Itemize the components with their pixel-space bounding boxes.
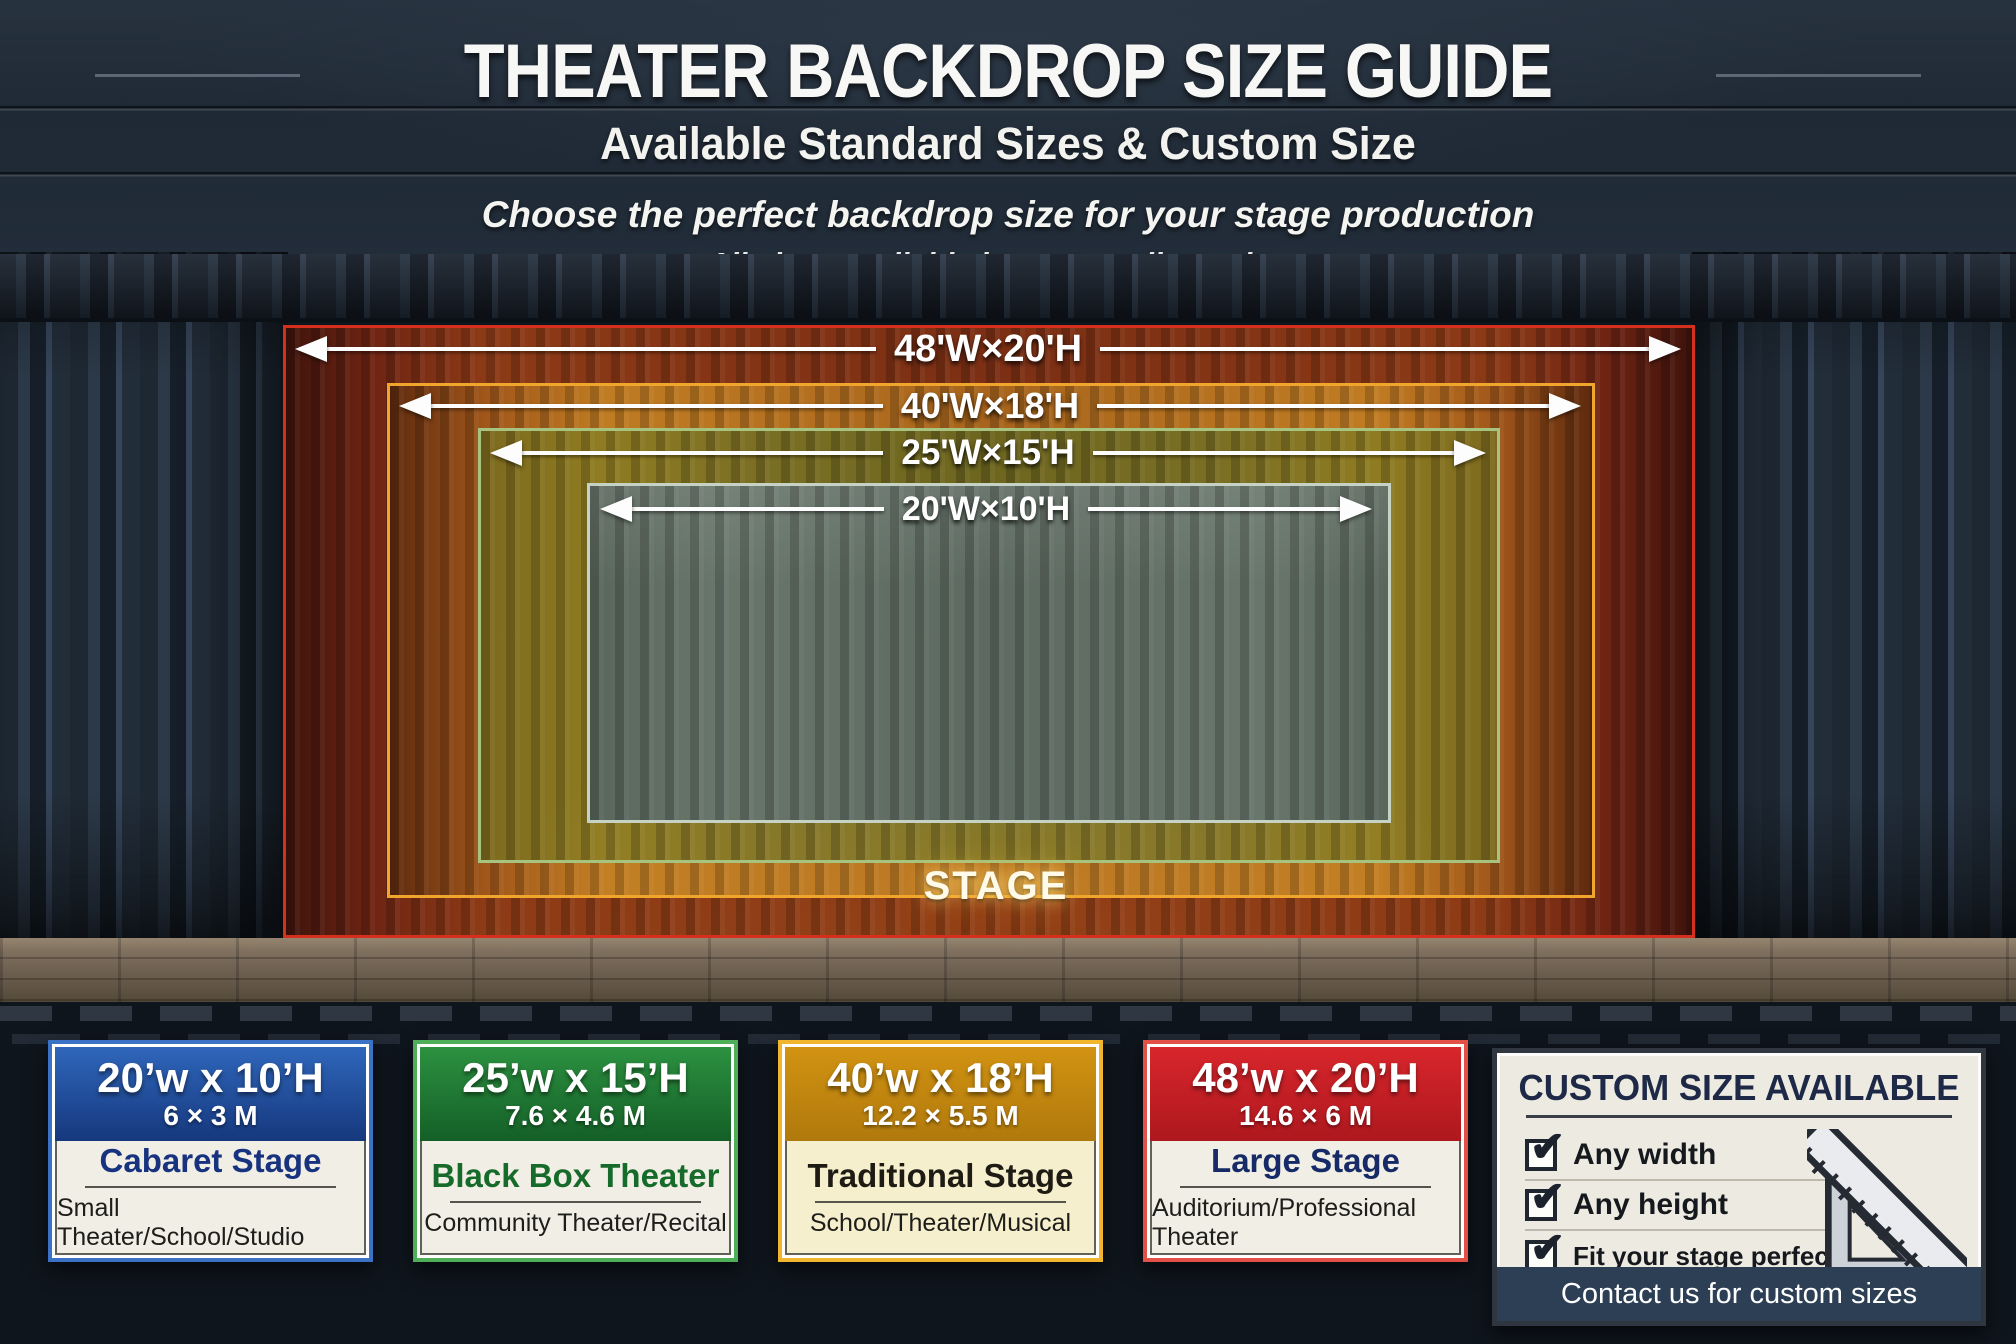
checkbox-checked-icon: ✔ [1525,1176,1565,1221]
custom-card-divider [1526,1115,1952,1118]
card-header: 40’w x 18’H 12.2 × 5.5 M [785,1047,1096,1141]
size-label-48: 48'W×20'H [893,327,1083,370]
size-card-cabaret: 20’w x 10’H 6 × 3 M Cabaret Stage Small … [48,1040,373,1262]
feature-row-any-width: ✔ Any width [1525,1126,1825,1181]
stage-curtain-left [0,252,288,946]
title-flourish-line-right [1716,74,1921,77]
stage-floor [0,938,2016,1002]
feature-label: Any width [1573,1138,1717,1171]
arrowhead-left-icon [490,440,522,466]
stage-valance-curtain [0,254,2016,322]
card-size-imperial: 20’w x 10’H [97,1053,324,1101]
stage-front-trim-row [0,1034,2016,1044]
tagline: Choose the perfect backdrop size for you… [481,194,1535,235]
width-arrow-40: 40'W×18'H [399,384,1581,428]
ruler-set-square-icon [1807,1129,1967,1289]
size-card-large: 48’w x 20’H 14.6 × 6 M Large Stage Audit… [1143,1040,1468,1262]
checkbox-checked-icon: ✔ [1525,1227,1565,1272]
card-size-metric: 6 × 3 M [163,1100,258,1132]
card-divider [84,1186,337,1188]
card-divider [1179,1186,1432,1188]
width-arrow-20: 20'W×10'H [600,487,1372,531]
card-header: 20’w x 10’H 6 × 3 M [55,1047,366,1141]
card-stage-name: Cabaret Stage [99,1142,322,1179]
size-card-black-box: 25’w x 15’H 7.6 × 4.6 M Black Box Theate… [413,1040,738,1262]
feature-row-fit-stage: ✔ Fit your stage perfectly [1525,1227,1859,1281]
arrowhead-right-icon [1549,393,1581,419]
panel-seam-top [0,106,2016,111]
custom-feature-list: ✔ Any width ✔ Any height ✔ Fit your stag… [1525,1126,1859,1281]
card-divider [449,1200,702,1203]
arrowhead-right-icon [1454,440,1487,466]
card-size-imperial: 25’w x 15’H [462,1053,689,1101]
arrowhead-left-icon [600,496,632,522]
backdrop-20x10 [587,483,1391,823]
custom-size-card: CUSTOM SIZE AVAILABLE ✔ Any width ✔ Any … [1492,1048,1986,1326]
card-body: Large Stage Auditorium/Professional Thea… [1150,1141,1461,1255]
width-arrow-25: 25'W×15'H [490,431,1487,475]
card-stage-name: Large Stage [1211,1142,1400,1179]
card-usage: Auditorium/Professional Theater [1152,1194,1417,1251]
feature-label: Fit your stage perfectly [1573,1240,1860,1271]
custom-card-title: CUSTOM SIZE AVAILABLE [1518,1067,1960,1108]
card-size-imperial: 48’w x 20’H [1192,1053,1419,1101]
card-body: Traditional Stage School/Theater/Musical [785,1141,1096,1255]
size-label-40: 40'W×18'H [900,385,1080,426]
card-usage: Community Theater/Recital [424,1208,727,1237]
card-header: 25’w x 15’H 7.6 × 4.6 M [420,1047,731,1141]
page-subtitle: Available Standard Sizes & Custom Size [600,118,1416,169]
panel-seam-bottom [0,172,2016,177]
arrowhead-left-icon [295,336,327,362]
size-label-20: 20'W×10'H [901,489,1071,528]
card-size-metric: 12.2 × 5.5 M [862,1100,1019,1132]
feature-label: Any height [1573,1188,1728,1221]
card-usage: Small Theater/School/Studio [57,1194,305,1251]
arrowhead-left-icon [399,393,431,419]
card-body: Black Box Theater Community Theater/Reci… [420,1141,731,1255]
card-usage: School/Theater/Musical [809,1208,1072,1237]
card-body: Cabaret Stage Small Theater/School/Studi… [55,1141,366,1255]
page-title: THEATER BACKDROP SIZE GUIDE [463,29,1553,114]
card-size-imperial: 40’w x 18’H [827,1053,1054,1101]
header-panel: THEATER BACKDROP SIZE GUIDE Available St… [0,0,2016,281]
custom-card-footer: Contact us for custom sizes [1497,1267,1981,1321]
card-size-metric: 14.6 × 6 M [1238,1100,1373,1132]
feature-row-any-height: ✔ Any height [1525,1176,1825,1231]
card-stage-name: Traditional Stage [807,1156,1074,1194]
stage-floor-label: STAGE [923,864,1069,908]
size-label-25: 25'W×15'H [901,433,1075,472]
card-size-metric: 7.6 × 4.6 M [505,1100,646,1132]
card-header: 48’w x 20’H 14.6 × 6 M [1150,1047,1461,1141]
card-divider [814,1200,1067,1203]
title-flourish-line-left [95,74,300,77]
checkbox-checked-icon: ✔ [1525,1126,1565,1171]
arrowhead-right-icon [1649,336,1682,362]
card-stage-name: Black Box Theater [431,1156,720,1194]
width-arrow-48: 48'W×20'H [295,327,1682,371]
stage-front-trim-row [0,1006,2016,1021]
stage-curtain-right [1692,252,2016,946]
arrowhead-right-icon [1340,496,1372,522]
size-card-traditional: 40’w x 18’H 12.2 × 5.5 M Traditional Sta… [778,1040,1103,1262]
